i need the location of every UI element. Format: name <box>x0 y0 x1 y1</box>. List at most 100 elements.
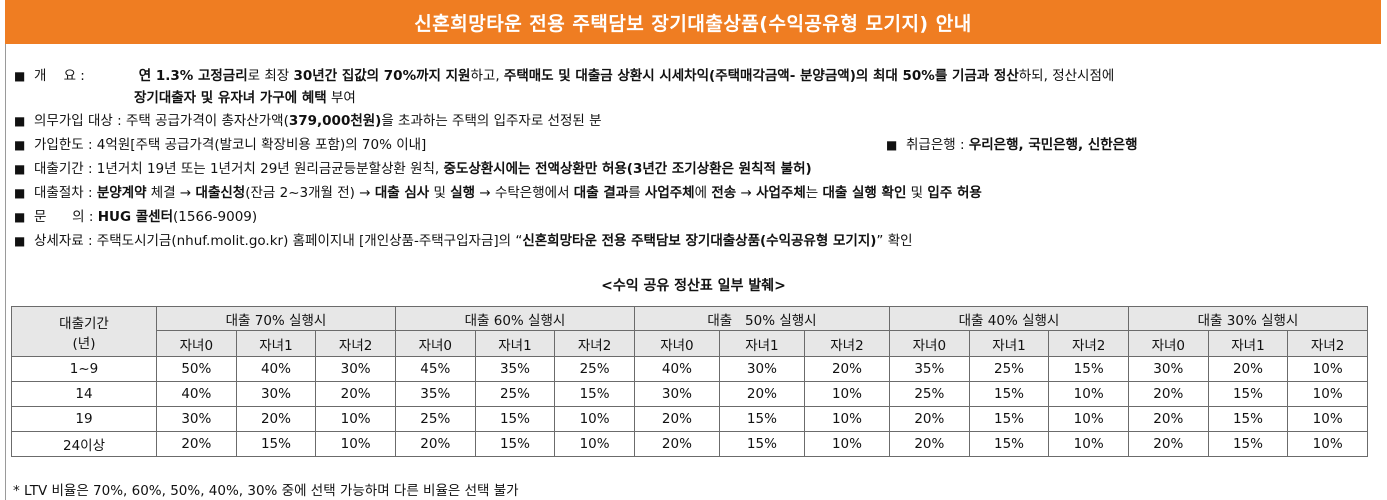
ratio-cell: 20% <box>889 406 970 432</box>
procedure-text: 및 <box>906 185 928 201</box>
ratio-cell: 15% <box>718 406 805 432</box>
period-header-label: 대출기간 <box>59 315 109 332</box>
contact-name: HUG 콜센터 <box>97 209 174 225</box>
overview-label: 개 요 : <box>34 68 85 84</box>
ratio-cell: 10% <box>803 381 891 407</box>
info-row-limit: ■ 가입한도 : 4억원[주택 공급가격(발코니 확장비용 포함)의 70% 이… <box>14 133 1380 157</box>
procedure-step: 사업주체 <box>756 185 806 201</box>
child-header: 자녀2 <box>315 330 396 357</box>
ratio-cell: 15% <box>474 406 556 432</box>
group-header: 대출 70% 실행시 <box>156 306 396 331</box>
ratio-cell: 20% <box>633 406 720 432</box>
ratio-cell: 10% <box>1048 406 1129 432</box>
settlement-table: 대출기간 (년) 대출 70% 실행시 대출 60% 실행시 대출 50% 실행… <box>11 306 1369 457</box>
ratio-cell: 20% <box>235 406 317 432</box>
procedure-text: 에 <box>694 185 712 201</box>
child-header: 자녀1 <box>718 330 805 357</box>
ratio-cell: 10% <box>315 431 396 457</box>
ratio-cell: 20% <box>1207 356 1289 382</box>
procedure-text: 및 <box>429 185 451 201</box>
ratio-cell: 20% <box>394 431 476 457</box>
child-header: 자녀0 <box>394 330 476 357</box>
ratio-cell: 15% <box>1207 431 1289 457</box>
details-text: 상세자료 : 주택도시기금(nhuf.molit.go.kr) 홈페이지내 [개… <box>34 233 523 249</box>
bullet-icon: ■ <box>14 69 26 83</box>
ratio-cell: 40% <box>235 356 317 382</box>
bullet-icon: ■ <box>14 186 26 200</box>
details-text: ” 확인 <box>876 233 913 249</box>
ratio-cell: 30% <box>633 381 720 407</box>
info-section: ■ 개 요 : 연 1.3% 고정금리 로 최장 30년간 집값의 70%까지 … <box>14 65 1380 253</box>
ratio-cell: 20% <box>803 356 891 382</box>
ratio-cell: 20% <box>315 381 396 407</box>
overview-text: 로 최장 <box>247 68 294 84</box>
info-row-overview-cont: 장기대출자 및 유자녀 가구에 혜택 부여 <box>14 87 1380 109</box>
ratio-cell: 30% <box>315 356 396 382</box>
mandatory-text: 의무가입 대상 : 주택 공급가격이 총자산가액( <box>34 113 289 129</box>
ratio-cell: 10% <box>1287 381 1368 407</box>
ratio-cell: 40% <box>156 381 237 407</box>
ratio-cell: 20% <box>718 381 805 407</box>
ratio-cell: 25% <box>968 356 1050 382</box>
contact-phone: (1566-9009) <box>173 209 258 225</box>
mandatory-text: 을 초과하는 주택의 입주자로 선정된 분 <box>381 113 602 129</box>
ratio-cell: 30% <box>235 381 317 407</box>
period-header-unit: (년) <box>72 335 96 352</box>
overview-settlement: 주택매도 및 대출금 상환시 시세차익(주택매각금액- 분양금액)의 최대 50… <box>503 68 1019 84</box>
ratio-cell: 10% <box>803 431 891 457</box>
table-row: 1~9 50% 40% 30% 45% 35% 25% 40% 30% 20% 35% 25% 15% 3… <box>11 356 1368 382</box>
ratio-cell: 25% <box>474 381 556 407</box>
procedure-step: 분양계약 <box>96 185 147 201</box>
ratio-cell: 20% <box>1127 431 1209 457</box>
ratio-cell: 20% <box>1127 406 1209 432</box>
ratio-cell: 20% <box>633 431 720 457</box>
child-header: 자녀0 <box>633 330 720 357</box>
group-header: 대출 60% 실행시 <box>394 306 635 331</box>
ratio-cell: 30% <box>1127 356 1209 382</box>
procedure-step: 사업주체 <box>644 185 695 201</box>
procedure-label: 대출절차 : <box>34 185 97 201</box>
info-row-contact: ■ 문 의 : HUG 콜센터 (1566-9009) <box>14 205 1380 229</box>
bullet-icon: ■ <box>14 210 26 224</box>
ratio-cell: 40% <box>633 356 720 382</box>
overview-benefit: 장기대출자 및 유자녀 가구에 혜택 <box>134 90 327 106</box>
overview-support: 30년간 집값의 70%까지 지원 <box>293 68 471 84</box>
period-header: 대출기간 (년) <box>11 306 157 357</box>
period-cell: 14 <box>11 381 157 407</box>
bank-value: 우리은행, 국민은행, 신한은행 <box>968 137 1138 153</box>
child-header: 자녀0 <box>1127 330 1209 357</box>
child-header: 자녀2 <box>1287 330 1368 357</box>
ratio-cell: 15% <box>968 381 1050 407</box>
info-row-details: ■ 상세자료 : 주택도시기금(nhuf.molit.go.kr) 홈페이지내 … <box>14 229 1380 253</box>
table-subtitle: <수익 공유 정산표 일부 발췌> <box>601 278 786 294</box>
term-prepayment: 중도상환시에는 전액상환만 허용(3년간 조기상환은 원칙적 불허) <box>443 161 812 177</box>
procedure-step: 실행 <box>450 185 476 201</box>
ratio-cell: 30% <box>156 406 237 432</box>
ratio-cell: 10% <box>1048 431 1129 457</box>
ratio-cell: 25% <box>394 406 476 432</box>
child-header: 자녀2 <box>554 330 635 357</box>
overview-text: 부여 <box>326 90 356 106</box>
info-row-overview: ■ 개 요 : 연 1.3% 고정금리 로 최장 30년간 집값의 70%까지 … <box>14 65 1380 87</box>
ratio-cell: 10% <box>554 431 635 457</box>
ratio-cell: 20% <box>156 431 237 457</box>
period-cell: 19 <box>11 406 157 432</box>
procedure-step: 대출 실행 확인 <box>822 185 907 201</box>
ratio-cell: 10% <box>1287 356 1368 382</box>
table-child-header-row: 자녀0 자녀1 자녀2 자녀0 자녀1 자녀2 자녀0 자녀1 자녀2 자녀0 … <box>12 330 1368 357</box>
child-header: 자녀0 <box>889 330 970 357</box>
term-text: 대출기간 : 1년거치 19년 또는 1년거치 29년 원리금균등분할상환 원칙… <box>34 161 444 177</box>
procedure-step: 입주 허용 <box>927 185 982 201</box>
ratio-cell: 25% <box>889 381 970 407</box>
procedure-text: 체결 → <box>146 185 196 201</box>
child-header: 자녀0 <box>156 330 237 357</box>
ratio-cell: 15% <box>1048 356 1129 382</box>
table-row: 24이상 20% 15% 10% 20% 15% 10% 20% 15% 10% 20% 15% 10%… <box>11 431 1368 457</box>
bullet-icon: ■ <box>14 138 26 152</box>
overview-rate: 연 1.3% 고정금리 <box>134 68 248 84</box>
ratio-cell: 10% <box>1287 406 1368 432</box>
table-body: 1~9 50% 40% 30% 45% 35% 25% 40% 30% 20% 35% 25% 15% 3… <box>11 356 1368 457</box>
ratio-cell: 20% <box>1127 381 1209 407</box>
procedure-text: 를 <box>628 185 645 201</box>
ratio-cell: 35% <box>394 381 476 407</box>
